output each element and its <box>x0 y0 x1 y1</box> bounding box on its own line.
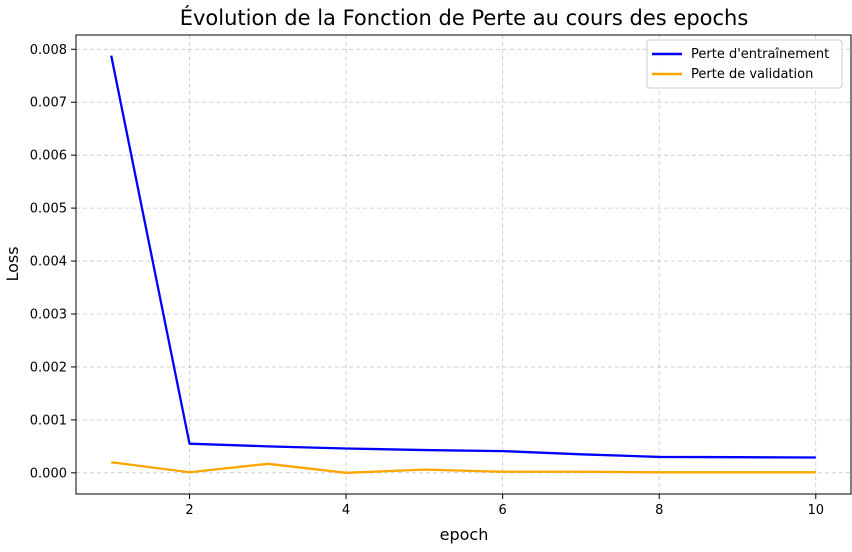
training-loss-line <box>110 55 816 459</box>
legend: Perte d'entraînement Perte de validation <box>646 39 843 89</box>
chart-title: Évolution de la Fonction de Perte au cou… <box>180 5 749 30</box>
y-tick-label: 0.000 <box>30 466 67 481</box>
y-tick-label: 0.007 <box>30 96 67 111</box>
legend-label-training: Perte d'entraînement <box>691 47 829 62</box>
legend-box <box>646 39 843 89</box>
y-tick-label: 0.005 <box>30 202 67 217</box>
plot-frame <box>75 34 852 495</box>
grid-lines <box>76 35 851 494</box>
x-tick-label: 4 <box>342 503 350 518</box>
x-tick-label: 8 <box>655 503 663 518</box>
x-tick-label: 10 <box>807 503 824 518</box>
y-tick-label: 0.001 <box>30 413 67 428</box>
x-tick-label: 6 <box>499 503 507 518</box>
y-axis-label: Loss <box>3 246 22 281</box>
y-tick-label: 0.002 <box>30 360 67 375</box>
series-lines <box>110 55 816 474</box>
validation-loss-line <box>111 461 816 474</box>
x-tick-label: 2 <box>185 503 193 518</box>
y-tick-label: 0.006 <box>30 149 67 164</box>
x-ticks: 2 4 6 8 10 <box>185 494 824 518</box>
x-axis-label: epoch <box>440 525 489 544</box>
y-tick-label: 0.003 <box>30 308 67 323</box>
legend-label-validation: Perte de validation <box>691 67 813 82</box>
y-tick-label: 0.008 <box>30 43 67 58</box>
y-tick-label: 0.004 <box>30 255 67 270</box>
y-ticks: 0.000 0.001 0.002 0.003 0.004 0.005 0.006 0.007… <box>30 43 76 481</box>
